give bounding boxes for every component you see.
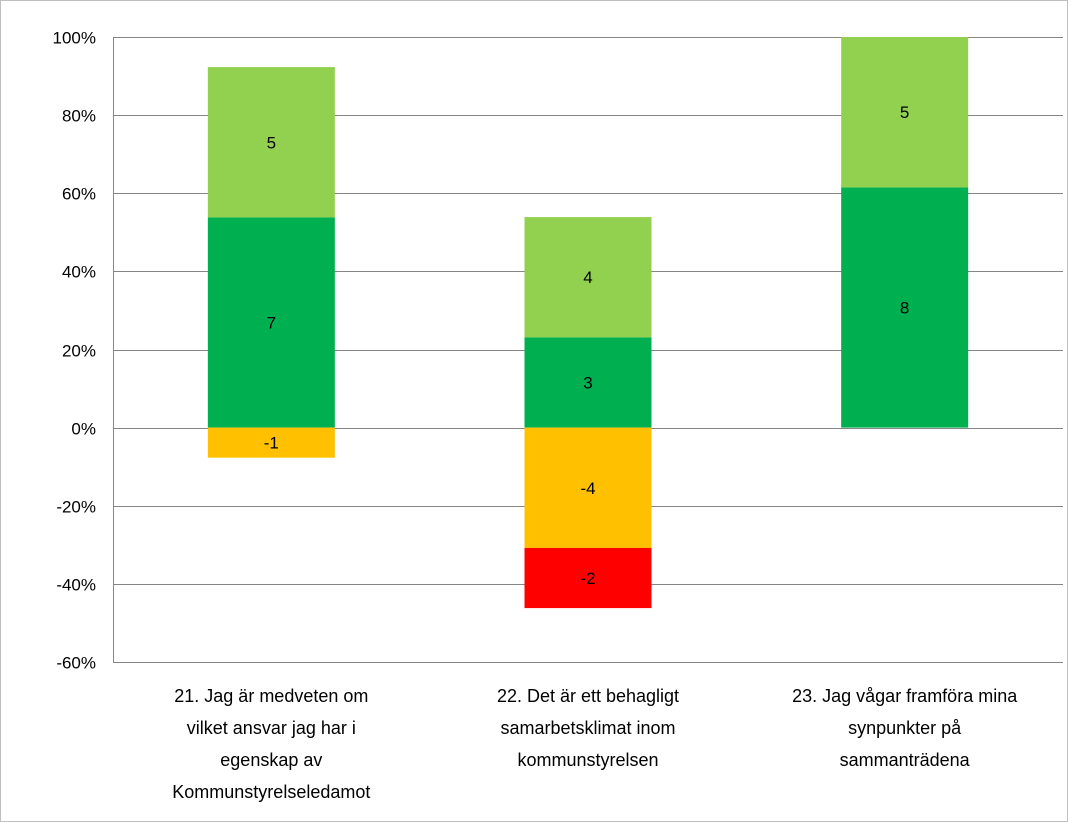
bar-segment (524, 337, 652, 428)
x-category-label: 21. Jag är medveten om (174, 686, 368, 706)
x-category-label: 22. Det är ett behagligt (497, 686, 679, 706)
x-category-label: 23. Jag vågar framföra mina (792, 686, 1018, 706)
bar-segment (841, 187, 969, 428)
x-category-label: kommunstyrelsen (517, 750, 658, 770)
y-tick-label: 60% (62, 185, 96, 204)
x-category-label: egenskap av (220, 750, 322, 770)
bar-segment (524, 427, 652, 548)
y-tick-label: 0% (71, 420, 96, 439)
data-label: -4 (580, 479, 595, 498)
data-label: -1 (264, 434, 279, 453)
bar-segment (524, 217, 652, 338)
data-label: 5 (267, 133, 276, 152)
bar-segment (207, 217, 335, 428)
bar-segment (207, 427, 335, 458)
x-category-label: synpunkter på (848, 718, 962, 738)
data-label: 4 (583, 268, 592, 287)
y-tick-label: -20% (56, 498, 96, 517)
x-category-label: vilket ansvar jag har i (187, 718, 356, 738)
x-category-label: sammanträdena (840, 750, 971, 770)
y-tick-label: 40% (62, 263, 96, 282)
y-tick-label: -40% (56, 576, 96, 595)
x-category-label: samarbetsklimat inom (500, 718, 675, 738)
bar-segment (841, 37, 969, 188)
y-tick-label: 20% (62, 342, 96, 361)
bar-segment (524, 547, 652, 609)
y-tick-label: -60% (56, 654, 96, 673)
y-tick-label: 100% (53, 29, 96, 48)
x-category-label: Kommunstyrelseledamot (172, 782, 370, 802)
y-tick-label: 80% (62, 107, 96, 126)
data-label: 5 (900, 103, 909, 122)
data-label: 7 (267, 314, 276, 333)
data-label: 3 (583, 374, 592, 393)
bar-segment (207, 67, 335, 218)
data-label: -2 (580, 569, 595, 588)
data-label: 8 (900, 299, 909, 318)
